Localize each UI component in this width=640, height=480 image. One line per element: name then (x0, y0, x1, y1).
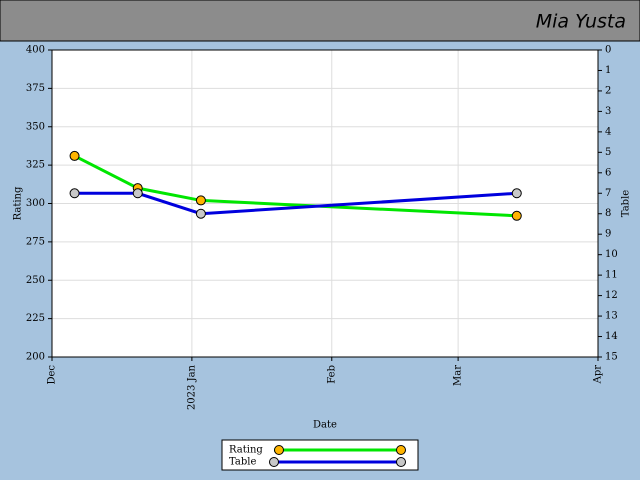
point (69, 188, 80, 199)
header-name: Mia Yusta (536, 11, 626, 33)
y2-tick-label: 13 (605, 311, 618, 322)
plot-frame (51, 49, 599, 358)
y-tick-label: 225 (26, 313, 45, 324)
y2-tick-label: 1 (605, 65, 611, 76)
y-tick-label: 400 (26, 45, 45, 56)
y-tick-label: 375 (26, 83, 45, 94)
series-line (74, 191, 517, 216)
y2-axis-label: Table (621, 190, 632, 217)
x-tick-label: Apr (593, 365, 604, 385)
y-tick-label: 200 (26, 352, 45, 363)
legend-marker (396, 457, 406, 467)
y-tick-label: 275 (26, 236, 45, 247)
y2-tick-label: 9 (605, 229, 611, 240)
y2-tick-label: 5 (605, 147, 611, 158)
legend (221, 439, 419, 471)
y-tick-label: 325 (26, 160, 45, 171)
y2-tick-label: 7 (605, 188, 611, 199)
y2-tick-label: 3 (605, 106, 611, 117)
header-bar (0, 0, 640, 42)
y-tick-label: 250 (26, 275, 45, 286)
point (69, 150, 80, 161)
point (132, 188, 143, 199)
y2-tick-label: 10 (605, 249, 618, 260)
y-axis-label: Rating (13, 186, 24, 220)
y2-tick-label: 2 (605, 85, 611, 96)
legend-label: Rating (229, 445, 263, 456)
y2-tick-label: 15 (605, 352, 618, 363)
y2-tick-label: 4 (605, 126, 611, 137)
x-tick-label: Feb (326, 365, 337, 384)
y-tick-label: 350 (26, 121, 45, 132)
y2-tick-label: 6 (605, 167, 611, 178)
x-tick-label: Dec (47, 365, 58, 385)
y2-tick-label: 8 (605, 208, 611, 219)
series-line (73, 154, 517, 218)
x-tick-label: Mar (453, 365, 464, 386)
y-tick-label: 300 (26, 198, 45, 209)
x-axis-label: Date (313, 420, 337, 431)
legend-marker (274, 445, 284, 455)
x-tick-label: 2023 Jan (186, 364, 197, 410)
point (511, 210, 522, 221)
legend-marker (396, 445, 406, 455)
point (511, 188, 522, 199)
y2-tick-label: 14 (605, 331, 618, 342)
y2-tick-label: 11 (605, 270, 618, 281)
legend-label: Table (229, 457, 256, 468)
point (195, 208, 206, 219)
y2-tick-label: 12 (605, 290, 618, 301)
legend-marker (269, 457, 279, 467)
y2-tick-label: 0 (605, 45, 611, 56)
point (195, 195, 206, 206)
